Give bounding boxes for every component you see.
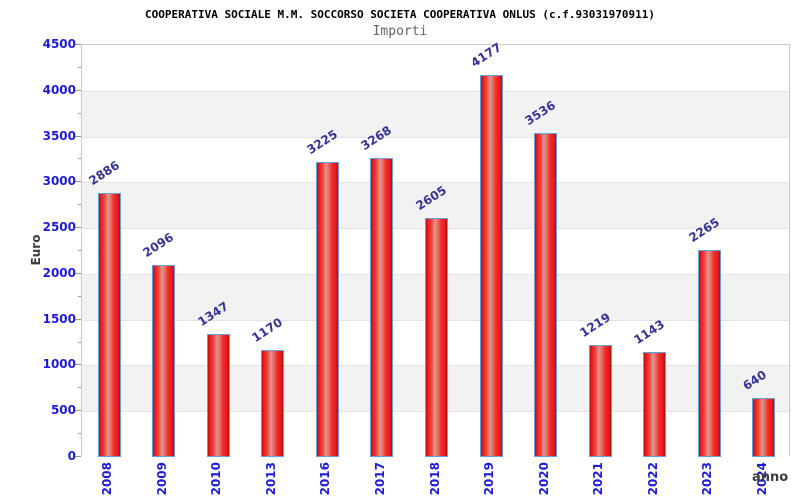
x-tick-label: 2008: [100, 462, 114, 496]
y-minor-tick-mark: [78, 387, 81, 388]
y-minor-tick-mark: [78, 296, 81, 297]
y-tick-mark: [75, 273, 81, 274]
x-tick-label: 2010: [209, 462, 223, 496]
y-tick-label: 2500: [42, 220, 76, 235]
bar-2010: [207, 334, 230, 457]
x-tick-label: 2009: [155, 462, 169, 496]
y-tick-label: 1500: [42, 311, 76, 326]
y-tick-mark: [75, 181, 81, 182]
x-tick-label: 2016: [318, 462, 332, 496]
bar-2009: [152, 265, 175, 457]
y-tick-label: 0: [67, 449, 76, 463]
y-tick-mark: [75, 319, 81, 320]
y-minor-tick-mark: [78, 433, 81, 434]
x-tick-label: 2021: [591, 462, 605, 496]
bar-2023: [698, 250, 721, 457]
gridline: [82, 137, 789, 138]
y-tick-mark: [75, 410, 81, 411]
bar-2020: [534, 133, 557, 457]
y-tick-label: 3000: [42, 174, 76, 189]
x-axis-title: anno: [752, 470, 789, 485]
y-minor-tick-mark: [78, 67, 81, 68]
y-tick-mark: [75, 364, 81, 365]
bar-2016: [316, 162, 339, 457]
y-tick-mark: [75, 44, 81, 45]
x-tick-label: 2019: [482, 462, 496, 496]
y-minor-tick-mark: [78, 158, 81, 159]
y-tick-label: 500: [50, 403, 76, 418]
gridline: [82, 182, 789, 183]
plot-area: [81, 44, 790, 457]
y-minor-tick-mark: [78, 250, 81, 251]
bar-2021: [589, 345, 612, 457]
x-tick-label: 2022: [646, 462, 660, 496]
bar-2018: [425, 218, 448, 457]
plot-band: [82, 45, 789, 91]
gridline: [82, 91, 789, 92]
plot-band: [82, 90, 789, 137]
bar-2017: [370, 158, 393, 457]
x-tick-label: 2023: [700, 462, 714, 496]
x-tick-label: 2013: [264, 462, 278, 496]
x-tick-label: 2018: [428, 462, 442, 496]
bar-2024: [752, 398, 775, 457]
x-tick-label: 2020: [537, 462, 551, 496]
chart-subtitle: Importi: [372, 24, 428, 39]
bar-2019: [480, 75, 503, 457]
bar-2022: [643, 352, 666, 457]
x-tick-label: 2017: [373, 462, 387, 496]
y-tick-mark: [75, 456, 81, 457]
y-tick-mark: [75, 136, 81, 137]
y-tick-mark: [75, 227, 81, 228]
bar-2013: [261, 350, 284, 457]
chart-title: COOPERATIVA SOCIALE M.M. SOCCORSO SOCIET…: [145, 8, 655, 21]
y-tick-label: 2000: [42, 265, 76, 280]
y-minor-tick-mark: [78, 342, 81, 343]
bar-2008: [98, 193, 121, 457]
y-tick-label: 1000: [42, 357, 76, 372]
y-tick-label: 4000: [42, 82, 76, 97]
y-tick-label: 4500: [42, 37, 76, 51]
y-minor-tick-mark: [78, 113, 81, 114]
y-tick-label: 3500: [42, 128, 76, 143]
plot-band: [82, 136, 789, 183]
y-axis-title: Euro: [29, 234, 43, 266]
y-minor-tick-mark: [78, 204, 81, 205]
y-tick-mark: [75, 90, 81, 91]
